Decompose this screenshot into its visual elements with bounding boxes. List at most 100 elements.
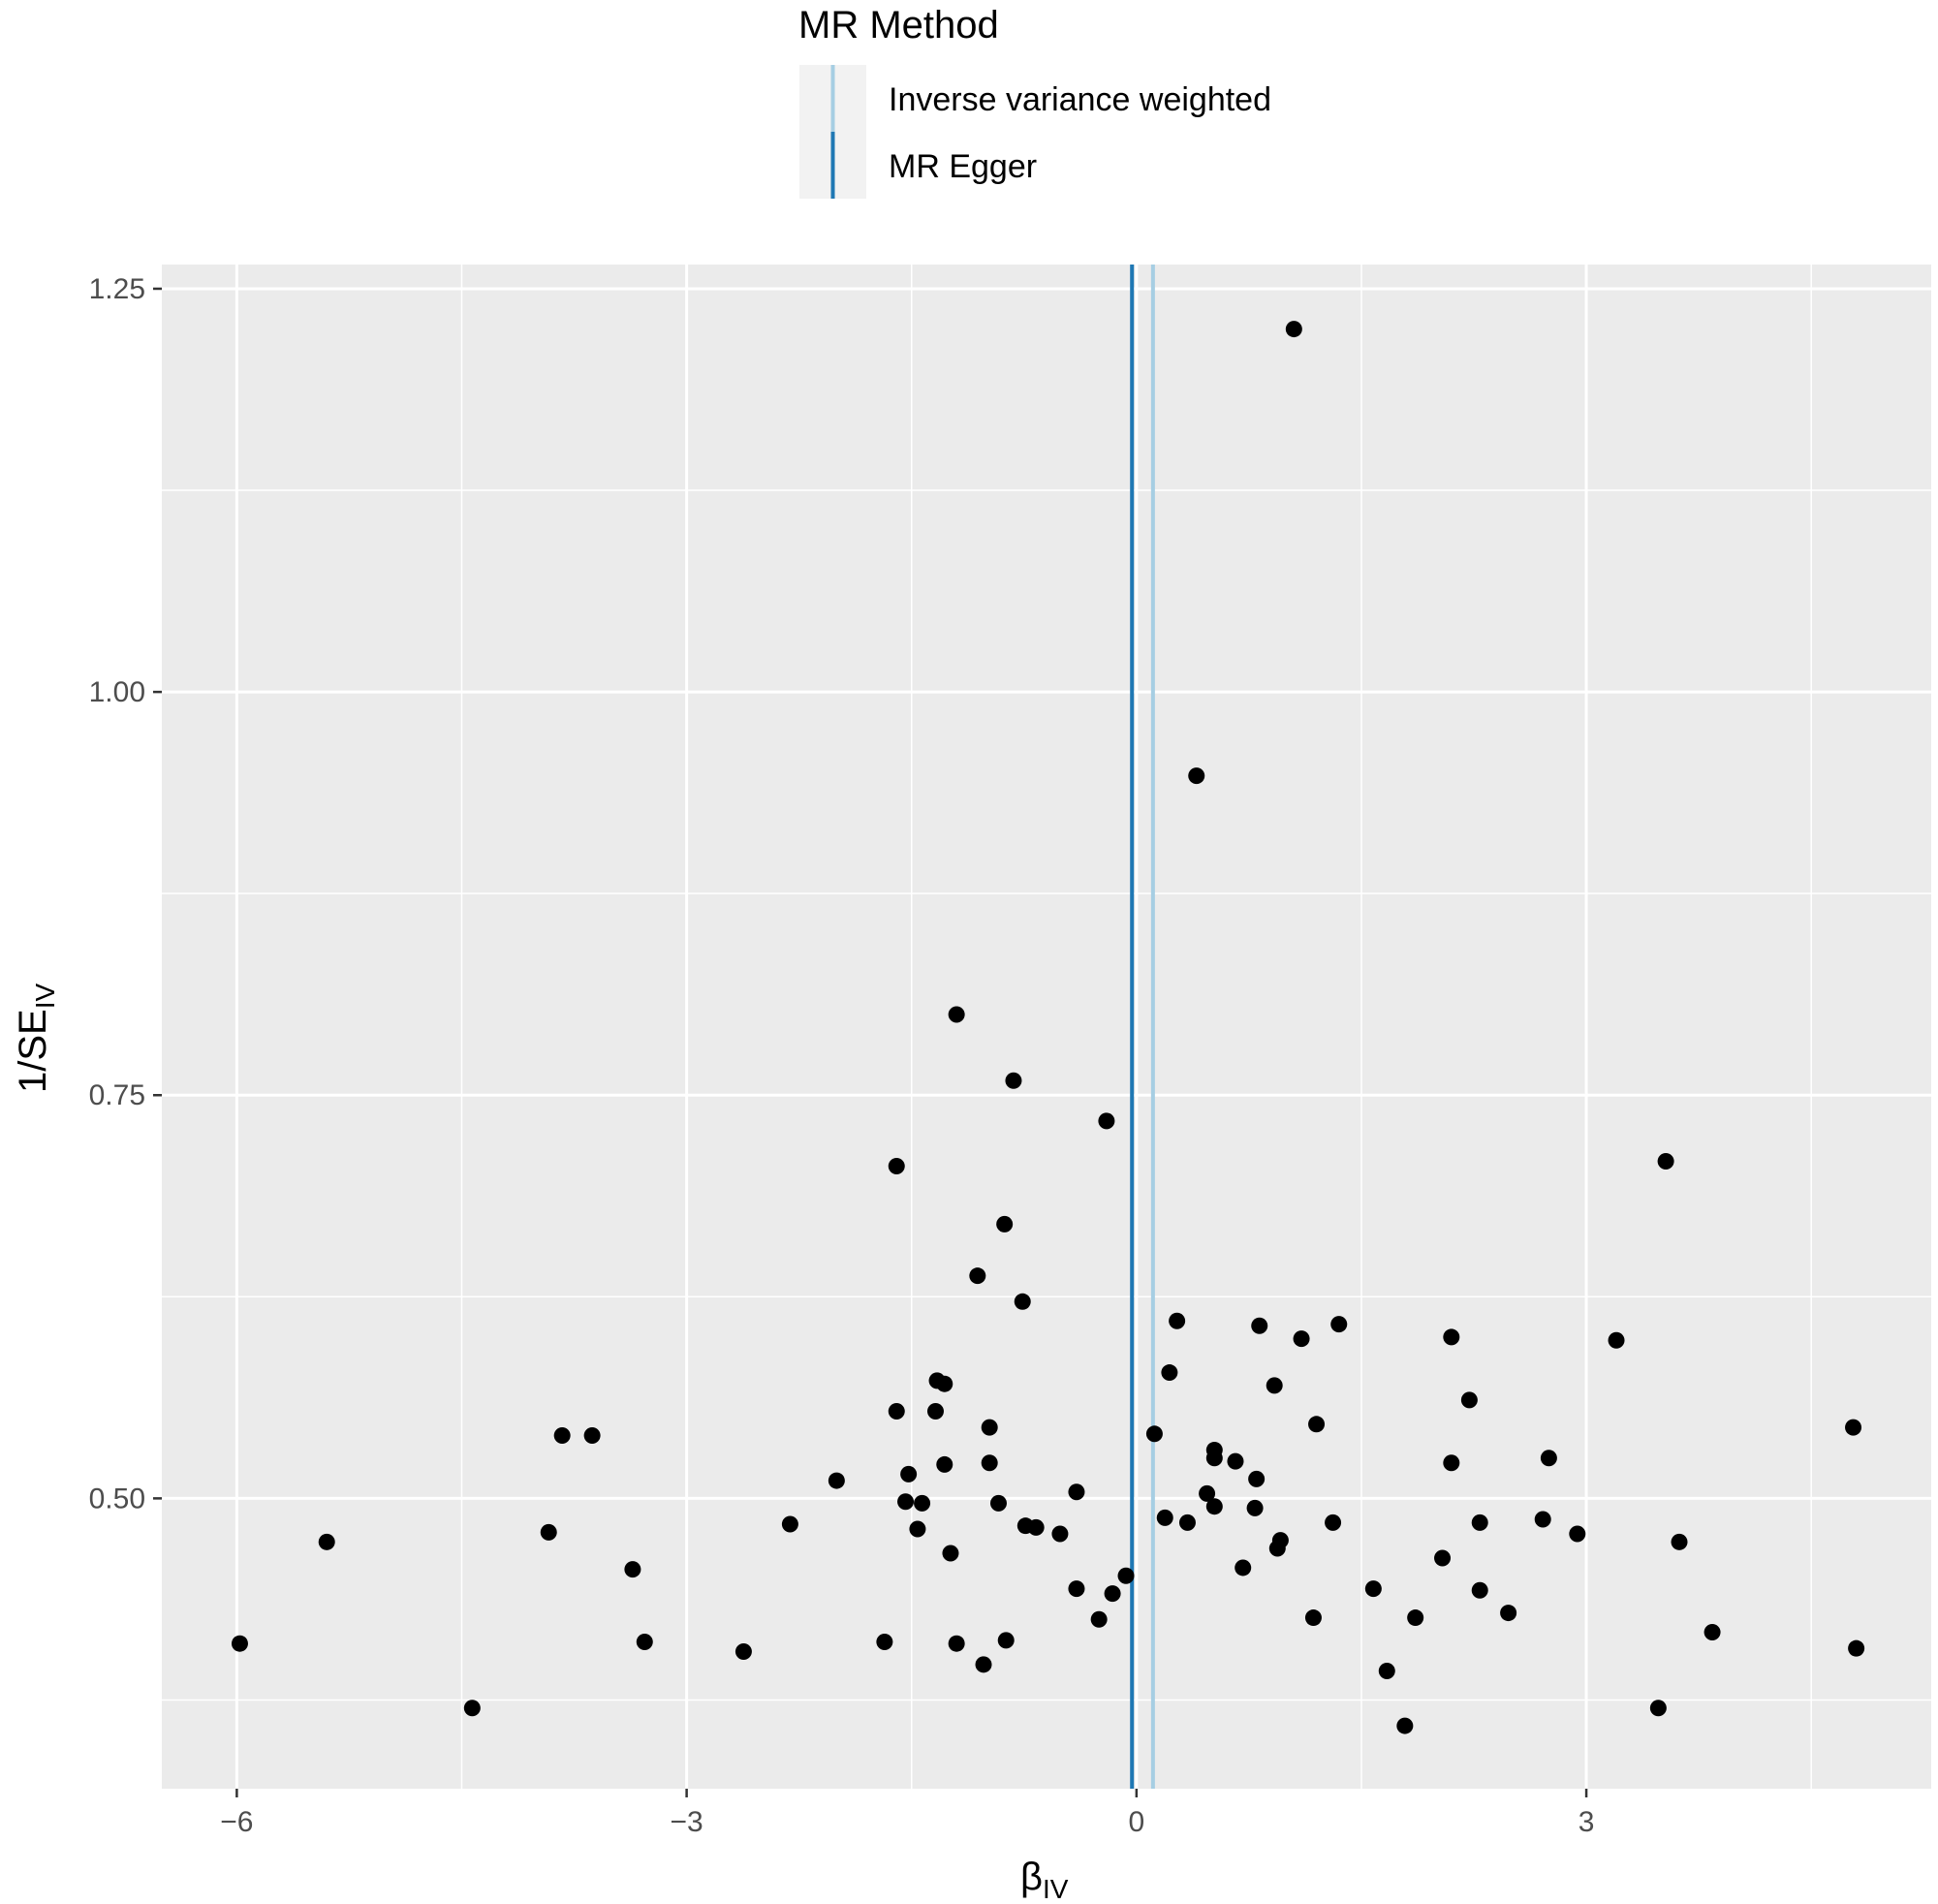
data-point: [909, 1520, 926, 1538]
data-point: [1117, 1567, 1135, 1584]
data-point: [1014, 1293, 1031, 1310]
data-point: [1068, 1483, 1085, 1501]
data-point: [1407, 1609, 1424, 1627]
legend: MR Method Inverse variance weighted MR Eg…: [798, 4, 1271, 199]
data-point: [1266, 1377, 1283, 1394]
data-point: [1005, 1072, 1022, 1089]
y-tick-label: 1.25: [89, 273, 145, 305]
y-tick-label: 1.00: [89, 676, 145, 708]
legend-label: MR Egger: [889, 148, 1037, 185]
data-point: [1848, 1639, 1865, 1657]
data-point: [936, 1375, 953, 1392]
legend-items: Inverse variance weighted MR Egger: [799, 65, 1271, 199]
data-point: [1845, 1419, 1862, 1436]
data-point: [1246, 1499, 1264, 1516]
data-point: [926, 1402, 944, 1420]
legend-item: MR Egger: [799, 132, 1037, 199]
data-point: [1285, 321, 1302, 338]
data-point: [828, 1472, 845, 1489]
data-point: [1396, 1717, 1414, 1734]
data-point: [1569, 1525, 1586, 1543]
data-point: [1205, 1498, 1223, 1515]
legend-title: MR Method: [798, 4, 999, 47]
x-axis-title-main: β: [1020, 1856, 1043, 1898]
data-point: [1027, 1518, 1045, 1536]
data-point: [1657, 1152, 1674, 1170]
data-point: [1145, 1425, 1163, 1443]
data-point: [989, 1494, 1007, 1512]
data-point: [1188, 767, 1205, 785]
data-point: [996, 1215, 1014, 1233]
y-axis-title-main: 1/SE: [12, 1009, 54, 1093]
data-point: [1161, 1364, 1178, 1382]
data-point: [997, 1632, 1015, 1649]
data-point: [1671, 1533, 1688, 1550]
data-point: [1325, 1514, 1342, 1531]
data-point: [1471, 1514, 1488, 1531]
data-point: [1235, 1559, 1252, 1576]
data-point: [1500, 1605, 1517, 1622]
data-point: [1434, 1549, 1452, 1567]
data-point: [636, 1634, 653, 1651]
data-point: [1378, 1662, 1395, 1679]
legend-item: Inverse variance weighted: [799, 65, 1271, 132]
method-lines: [1130, 265, 1155, 1789]
data-point: [1199, 1484, 1216, 1502]
x-tick-label: 3: [1579, 1806, 1595, 1838]
data-point: [942, 1545, 959, 1562]
y-axis-title: 1/SEIV: [12, 983, 60, 1093]
data-point: [318, 1533, 335, 1550]
x-tick-label: −3: [671, 1806, 703, 1838]
data-point: [1364, 1580, 1382, 1598]
data-point: [1248, 1470, 1266, 1487]
data-point: [1169, 1312, 1186, 1329]
data-point: [1540, 1450, 1557, 1467]
data-points: [231, 321, 1865, 1734]
data-point: [540, 1523, 557, 1541]
data-point: [1649, 1700, 1667, 1717]
major-gridlines: [162, 265, 1931, 1789]
data-point: [888, 1157, 905, 1174]
data-point: [1608, 1331, 1625, 1349]
data-point: [1051, 1525, 1069, 1543]
data-point: [1178, 1514, 1196, 1531]
data-point: [1443, 1454, 1460, 1472]
data-point: [969, 1267, 986, 1285]
data-point: [981, 1419, 998, 1436]
x-tick-label: 0: [1129, 1806, 1145, 1838]
data-point: [1534, 1511, 1551, 1528]
data-point: [914, 1494, 931, 1512]
data-point: [1268, 1540, 1286, 1557]
legend-label: Inverse variance weighted: [889, 81, 1271, 118]
x-axis-title-sub: IV: [1043, 1874, 1069, 1904]
x-axis-title: βIV: [1020, 1856, 1069, 1904]
data-point: [1471, 1581, 1488, 1599]
data-point: [1098, 1112, 1115, 1130]
data-point: [1090, 1610, 1108, 1628]
data-point: [1704, 1624, 1721, 1641]
data-point: [553, 1426, 571, 1444]
data-point: [981, 1454, 998, 1472]
plot-panel: [162, 265, 1931, 1789]
data-point: [624, 1561, 641, 1578]
data-point: [1205, 1450, 1223, 1467]
data-point: [948, 1635, 965, 1652]
x-axis: −6 −3 0 3: [220, 1789, 1594, 1838]
x-tick-label: −6: [220, 1806, 253, 1838]
data-point: [1443, 1328, 1460, 1346]
data-point: [936, 1455, 953, 1473]
data-point: [975, 1656, 992, 1673]
minor-gridlines: [162, 265, 1931, 1789]
data-point: [1460, 1391, 1478, 1409]
data-point: [1156, 1509, 1173, 1526]
data-point: [948, 1006, 965, 1023]
y-tick-label: 0.75: [89, 1079, 145, 1111]
data-point: [888, 1402, 905, 1420]
data-point: [1330, 1316, 1348, 1333]
data-point: [1068, 1580, 1085, 1598]
data-point: [583, 1426, 601, 1444]
data-point: [1308, 1416, 1326, 1433]
data-point: [897, 1493, 915, 1511]
data-point: [1304, 1609, 1322, 1627]
